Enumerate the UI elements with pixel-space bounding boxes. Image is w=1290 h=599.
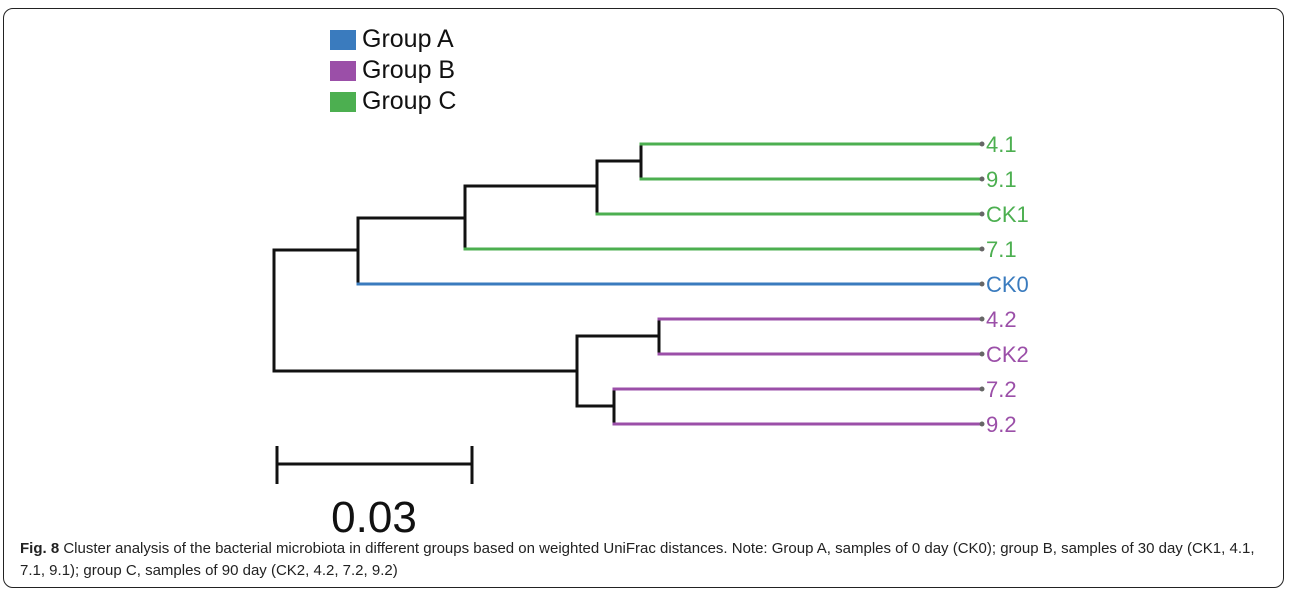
leaf-label-ck1: CK1: [986, 202, 1029, 227]
caption-text: Cluster analysis of the bacterial microb…: [20, 540, 1255, 579]
leaf-tip-4.1: [980, 142, 985, 147]
leaf-tip-4.2: [980, 317, 985, 322]
leaf-tip-9.2: [980, 422, 985, 427]
leaf-tip-ck1: [980, 212, 985, 217]
scale-bar: 0.03: [277, 446, 472, 542]
scale-bar-label: 0.03: [331, 493, 417, 542]
leaf-label-4.2: 4.2: [986, 307, 1017, 332]
caption-figure-number: Fig. 8: [20, 540, 59, 557]
leaf-tip-7.1: [980, 247, 985, 252]
leaf-label-9.1: 9.1: [986, 167, 1017, 192]
leaf-tip-9.1: [980, 177, 985, 182]
leaf-tip-7.2: [980, 387, 985, 392]
leaf-label-7.2: 7.2: [986, 377, 1017, 402]
leaf-tip-ck0: [980, 282, 985, 287]
dendrogram-branches: [274, 144, 982, 424]
leaf-label-9.2: 9.2: [986, 412, 1017, 437]
leaf-label-ck0: CK0: [986, 272, 1029, 297]
dendrogram-leaves: 4.1 9.1 CK1 7.1 CK0 4.2 CK2 7.2 9.2: [980, 132, 1029, 437]
leaf-label-ck2: CK2: [986, 342, 1029, 367]
leaf-label-4.1: 4.1: [986, 132, 1017, 157]
leaf-label-7.1: 7.1: [986, 237, 1017, 262]
figure-caption: Fig. 8 Cluster analysis of the bacterial…: [20, 538, 1270, 582]
leaf-tip-ck2: [980, 352, 985, 357]
